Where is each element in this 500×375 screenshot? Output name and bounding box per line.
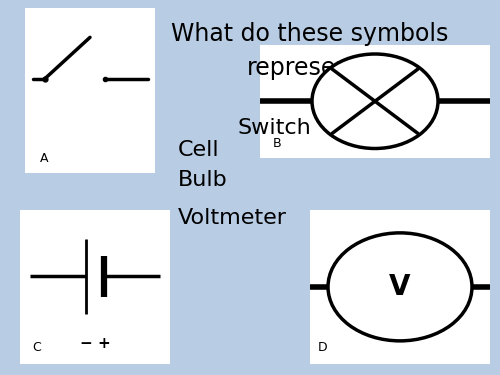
Circle shape xyxy=(328,233,472,341)
Text: What do these symbols: What do these symbols xyxy=(172,22,448,46)
Bar xyxy=(310,210,490,364)
Text: A: A xyxy=(40,152,48,165)
Text: C: C xyxy=(32,341,41,354)
Text: V: V xyxy=(389,273,411,301)
Bar xyxy=(20,210,170,364)
Bar xyxy=(25,8,155,172)
Text: represent?: represent? xyxy=(247,56,373,80)
Text: −: − xyxy=(80,336,92,351)
Circle shape xyxy=(312,54,438,148)
Text: B: B xyxy=(272,137,281,150)
Text: Switch: Switch xyxy=(238,117,311,138)
Text: +: + xyxy=(98,336,110,351)
Text: Voltmeter: Voltmeter xyxy=(178,207,286,228)
Text: Cell: Cell xyxy=(178,140,219,160)
Bar xyxy=(260,45,490,158)
Text: Bulb: Bulb xyxy=(178,170,227,190)
Text: D: D xyxy=(318,341,327,354)
